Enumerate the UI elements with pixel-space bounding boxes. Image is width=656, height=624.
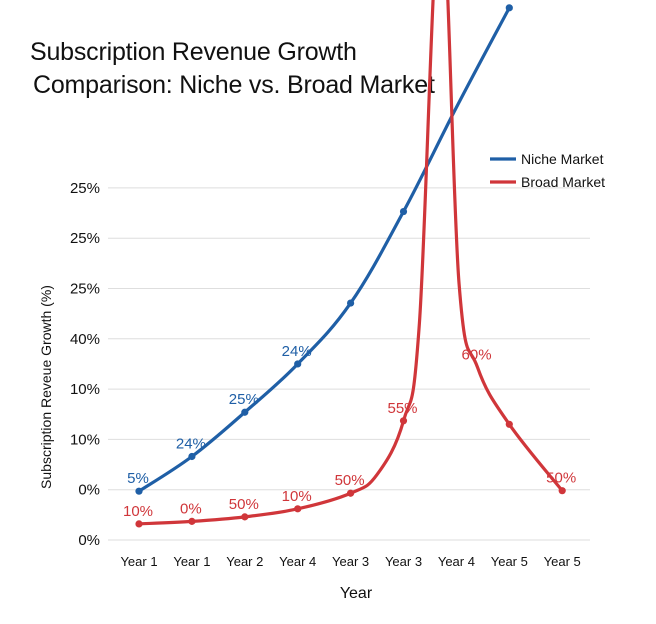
y-tick-label: 10% bbox=[70, 431, 100, 448]
broad-market-point bbox=[505, 420, 513, 428]
niche-market-point bbox=[505, 4, 513, 12]
y-tick-label: 25% bbox=[70, 281, 100, 298]
y-axis-ticks: 0% 0% 10% 10% 40% 25% 25% 25% bbox=[70, 180, 100, 549]
chart-title: Subscription Revenue Growth Comparison: … bbox=[30, 36, 630, 102]
y-tick-label: 0% bbox=[78, 532, 100, 549]
y-tick-label: 25% bbox=[70, 180, 100, 197]
y-tick-label: 10% bbox=[70, 381, 100, 398]
niche-market-point bbox=[294, 360, 302, 368]
data-labels: 5% 24% 25% 24% 10% 0% 50% 10% 50% 55% 60% 50% bbox=[123, 343, 576, 520]
y-tick-label: 0% bbox=[78, 482, 100, 499]
niche-market-point bbox=[241, 408, 249, 416]
broad-market-data-label: 0% bbox=[180, 500, 202, 517]
broad-market-point bbox=[399, 417, 408, 425]
broad-market-point bbox=[135, 520, 143, 528]
broad-market-point bbox=[294, 505, 302, 513]
series-group bbox=[135, 0, 566, 528]
niche-market-data-label: 5% bbox=[127, 470, 149, 487]
x-tick-label: Year 3 bbox=[385, 554, 422, 569]
x-axis-ticks: Year 1 Year 1 Year 2 Year 4 Year 3 Year 3 Year… bbox=[120, 554, 580, 569]
x-tick-label: Year 1 bbox=[173, 554, 210, 569]
broad-market-line bbox=[137, 0, 564, 526]
broad-market-point bbox=[347, 489, 355, 497]
niche-market-point bbox=[399, 207, 408, 216]
broad-market-data-label: 50% bbox=[229, 496, 259, 513]
x-tick-label: Year 5 bbox=[491, 554, 528, 569]
y-tick-label: 40% bbox=[70, 331, 100, 348]
chart-title-line-2: Comparison: Niche vs. Broad Market bbox=[33, 71, 435, 99]
broad-market-data-label: 55% bbox=[387, 400, 417, 417]
broad-market-point bbox=[188, 517, 196, 525]
broad-market-data-label: 50% bbox=[546, 470, 576, 487]
broad-market-data-label: 10% bbox=[123, 503, 153, 520]
niche-market-line bbox=[137, 6, 511, 493]
broad-market-point bbox=[558, 487, 566, 495]
chart-title-line-1: Subscription Revenue Growth bbox=[30, 38, 357, 66]
niche-market-data-label: 24% bbox=[282, 343, 312, 360]
x-tick-label: Year 2 bbox=[226, 554, 263, 569]
niche-market-point bbox=[347, 299, 355, 307]
niche-market-point bbox=[135, 487, 143, 495]
broad-market-data-label: 50% bbox=[335, 472, 365, 489]
broad-market-data-label: 60% bbox=[462, 346, 492, 363]
x-tick-label: Year 5 bbox=[544, 554, 581, 569]
x-tick-label: Year 4 bbox=[438, 554, 475, 569]
legend-label-broad: Broad Market bbox=[521, 174, 605, 190]
niche-market-point bbox=[188, 452, 196, 461]
y-axis-title: Subscription Reveue Growth (%) bbox=[38, 285, 54, 489]
y-tick-label: 25% bbox=[70, 230, 100, 247]
x-axis-title: Year bbox=[340, 585, 373, 602]
grid-lines bbox=[108, 187, 590, 541]
niche-market-data-label: 25% bbox=[229, 391, 259, 408]
niche-market-data-label: 24% bbox=[176, 436, 206, 453]
broad-market-data-label: 10% bbox=[282, 488, 312, 505]
x-tick-label: Year 4 bbox=[279, 554, 316, 569]
broad-market-point bbox=[241, 513, 249, 521]
legend: Niche Market Broad Market bbox=[490, 151, 605, 190]
legend-label-niche: Niche Market bbox=[521, 151, 604, 167]
x-tick-label: Year 1 bbox=[120, 554, 157, 569]
x-tick-label: Year 3 bbox=[332, 554, 369, 569]
